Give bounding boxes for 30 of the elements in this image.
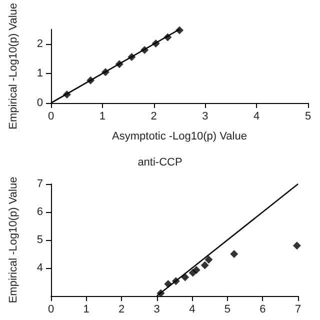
- x-axis-title: Asymptotic -Log10(p) Value: [112, 130, 247, 142]
- chart-title: anti-CCP: [138, 156, 182, 168]
- point: [230, 250, 238, 258]
- x-tick-label: 4: [254, 110, 260, 122]
- x-tick-label: 0: [48, 304, 54, 316]
- y-axis-title: Empirical -Log10(p) Value: [8, 176, 20, 304]
- x-tick-label: 6: [260, 304, 266, 316]
- x-tick-label: 0: [48, 110, 54, 122]
- y-tick-label: 1: [36, 68, 43, 80]
- y-tick-label: 7: [36, 178, 43, 190]
- y-tick-label: 2: [36, 38, 43, 50]
- point: [200, 261, 209, 270]
- y-axis-title: Empirical -Log10(p) Value: [8, 3, 20, 130]
- x-tick-label: 2: [118, 304, 125, 316]
- y-tick-label: 6: [36, 206, 43, 218]
- y-tick-label: 4: [36, 262, 43, 274]
- point: [204, 256, 213, 264]
- y-tick-label: 5: [36, 234, 43, 246]
- x-tick-label: 3: [154, 304, 160, 316]
- x-tick-label: 7: [294, 304, 302, 316]
- x-tick-label: 2: [150, 110, 157, 122]
- y-tick-label: 0: [36, 97, 43, 109]
- x-tick-label: 1: [83, 304, 90, 316]
- x-tick-label: 5: [304, 110, 312, 122]
- x-tick-label: 4: [189, 304, 196, 316]
- x-tick-label: 5: [224, 304, 230, 316]
- x-tick-label: 3: [202, 110, 208, 122]
- x-tick-label: 1: [99, 110, 106, 122]
- point: [192, 266, 200, 274]
- point: [292, 242, 301, 250]
